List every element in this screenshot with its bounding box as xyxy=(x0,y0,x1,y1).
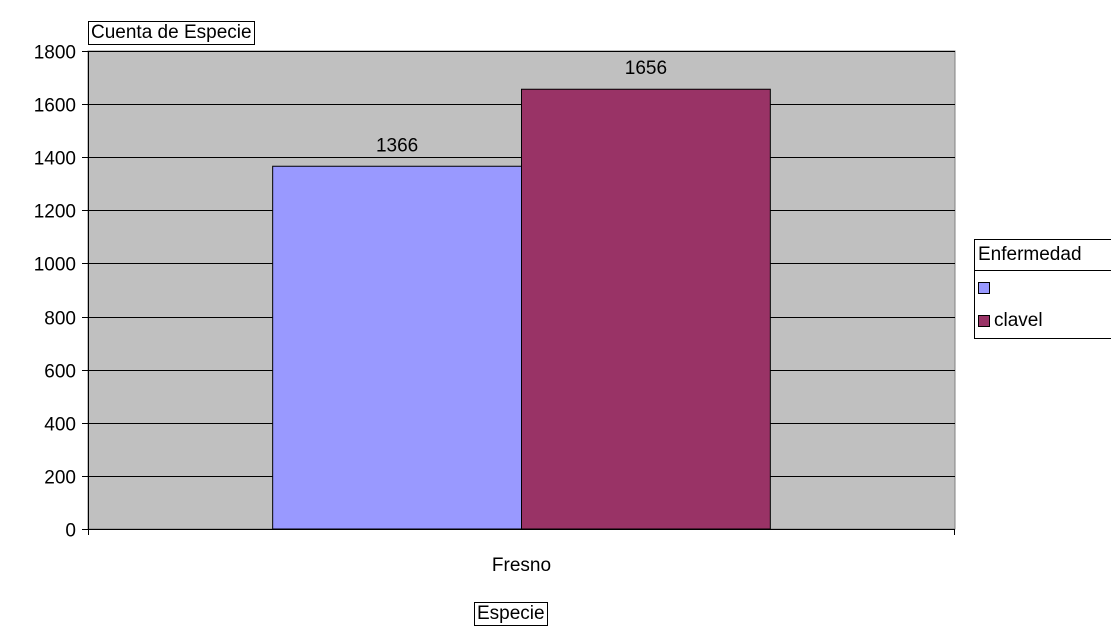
y-tick-label: 1600 xyxy=(34,96,76,117)
bars xyxy=(272,88,771,530)
y-tick-label: 1800 xyxy=(34,43,76,64)
y-tick-label: 600 xyxy=(44,362,76,383)
x-axis: Fresno xyxy=(88,529,955,576)
y-tick-label: 1000 xyxy=(34,255,76,276)
y-tick-label: 0 xyxy=(65,521,76,542)
category-field-button[interactable]: Especie xyxy=(474,602,548,626)
y-tick-label: 800 xyxy=(44,309,76,330)
y-tick-label: 400 xyxy=(44,415,76,436)
legend-swatch xyxy=(978,282,990,294)
legend-swatch xyxy=(978,315,990,327)
legend-item[interactable] xyxy=(978,277,994,299)
value-field-button[interactable]: Cuenta de Especie xyxy=(88,21,255,45)
legend-label: clavel xyxy=(994,310,1043,331)
legend-item[interactable]: clavel xyxy=(978,310,1043,332)
data-label: 1366 xyxy=(376,135,418,156)
legend-title[interactable]: Enfermedad xyxy=(975,240,1111,271)
bar xyxy=(521,88,771,530)
legend: Enfermedad clavel xyxy=(974,239,1111,339)
data-labels: 1366 1656 xyxy=(376,58,667,156)
y-axis: 0 200 400 600 800 1000 1200 1400 1600 1800 xyxy=(34,43,89,542)
y-tick-label: 1400 xyxy=(34,149,76,170)
x-tick-label: Fresno xyxy=(492,555,551,576)
data-label: 1656 xyxy=(625,58,667,79)
bar xyxy=(272,165,522,530)
y-tick-label: 200 xyxy=(44,468,76,489)
y-tick-label: 1200 xyxy=(34,202,76,223)
